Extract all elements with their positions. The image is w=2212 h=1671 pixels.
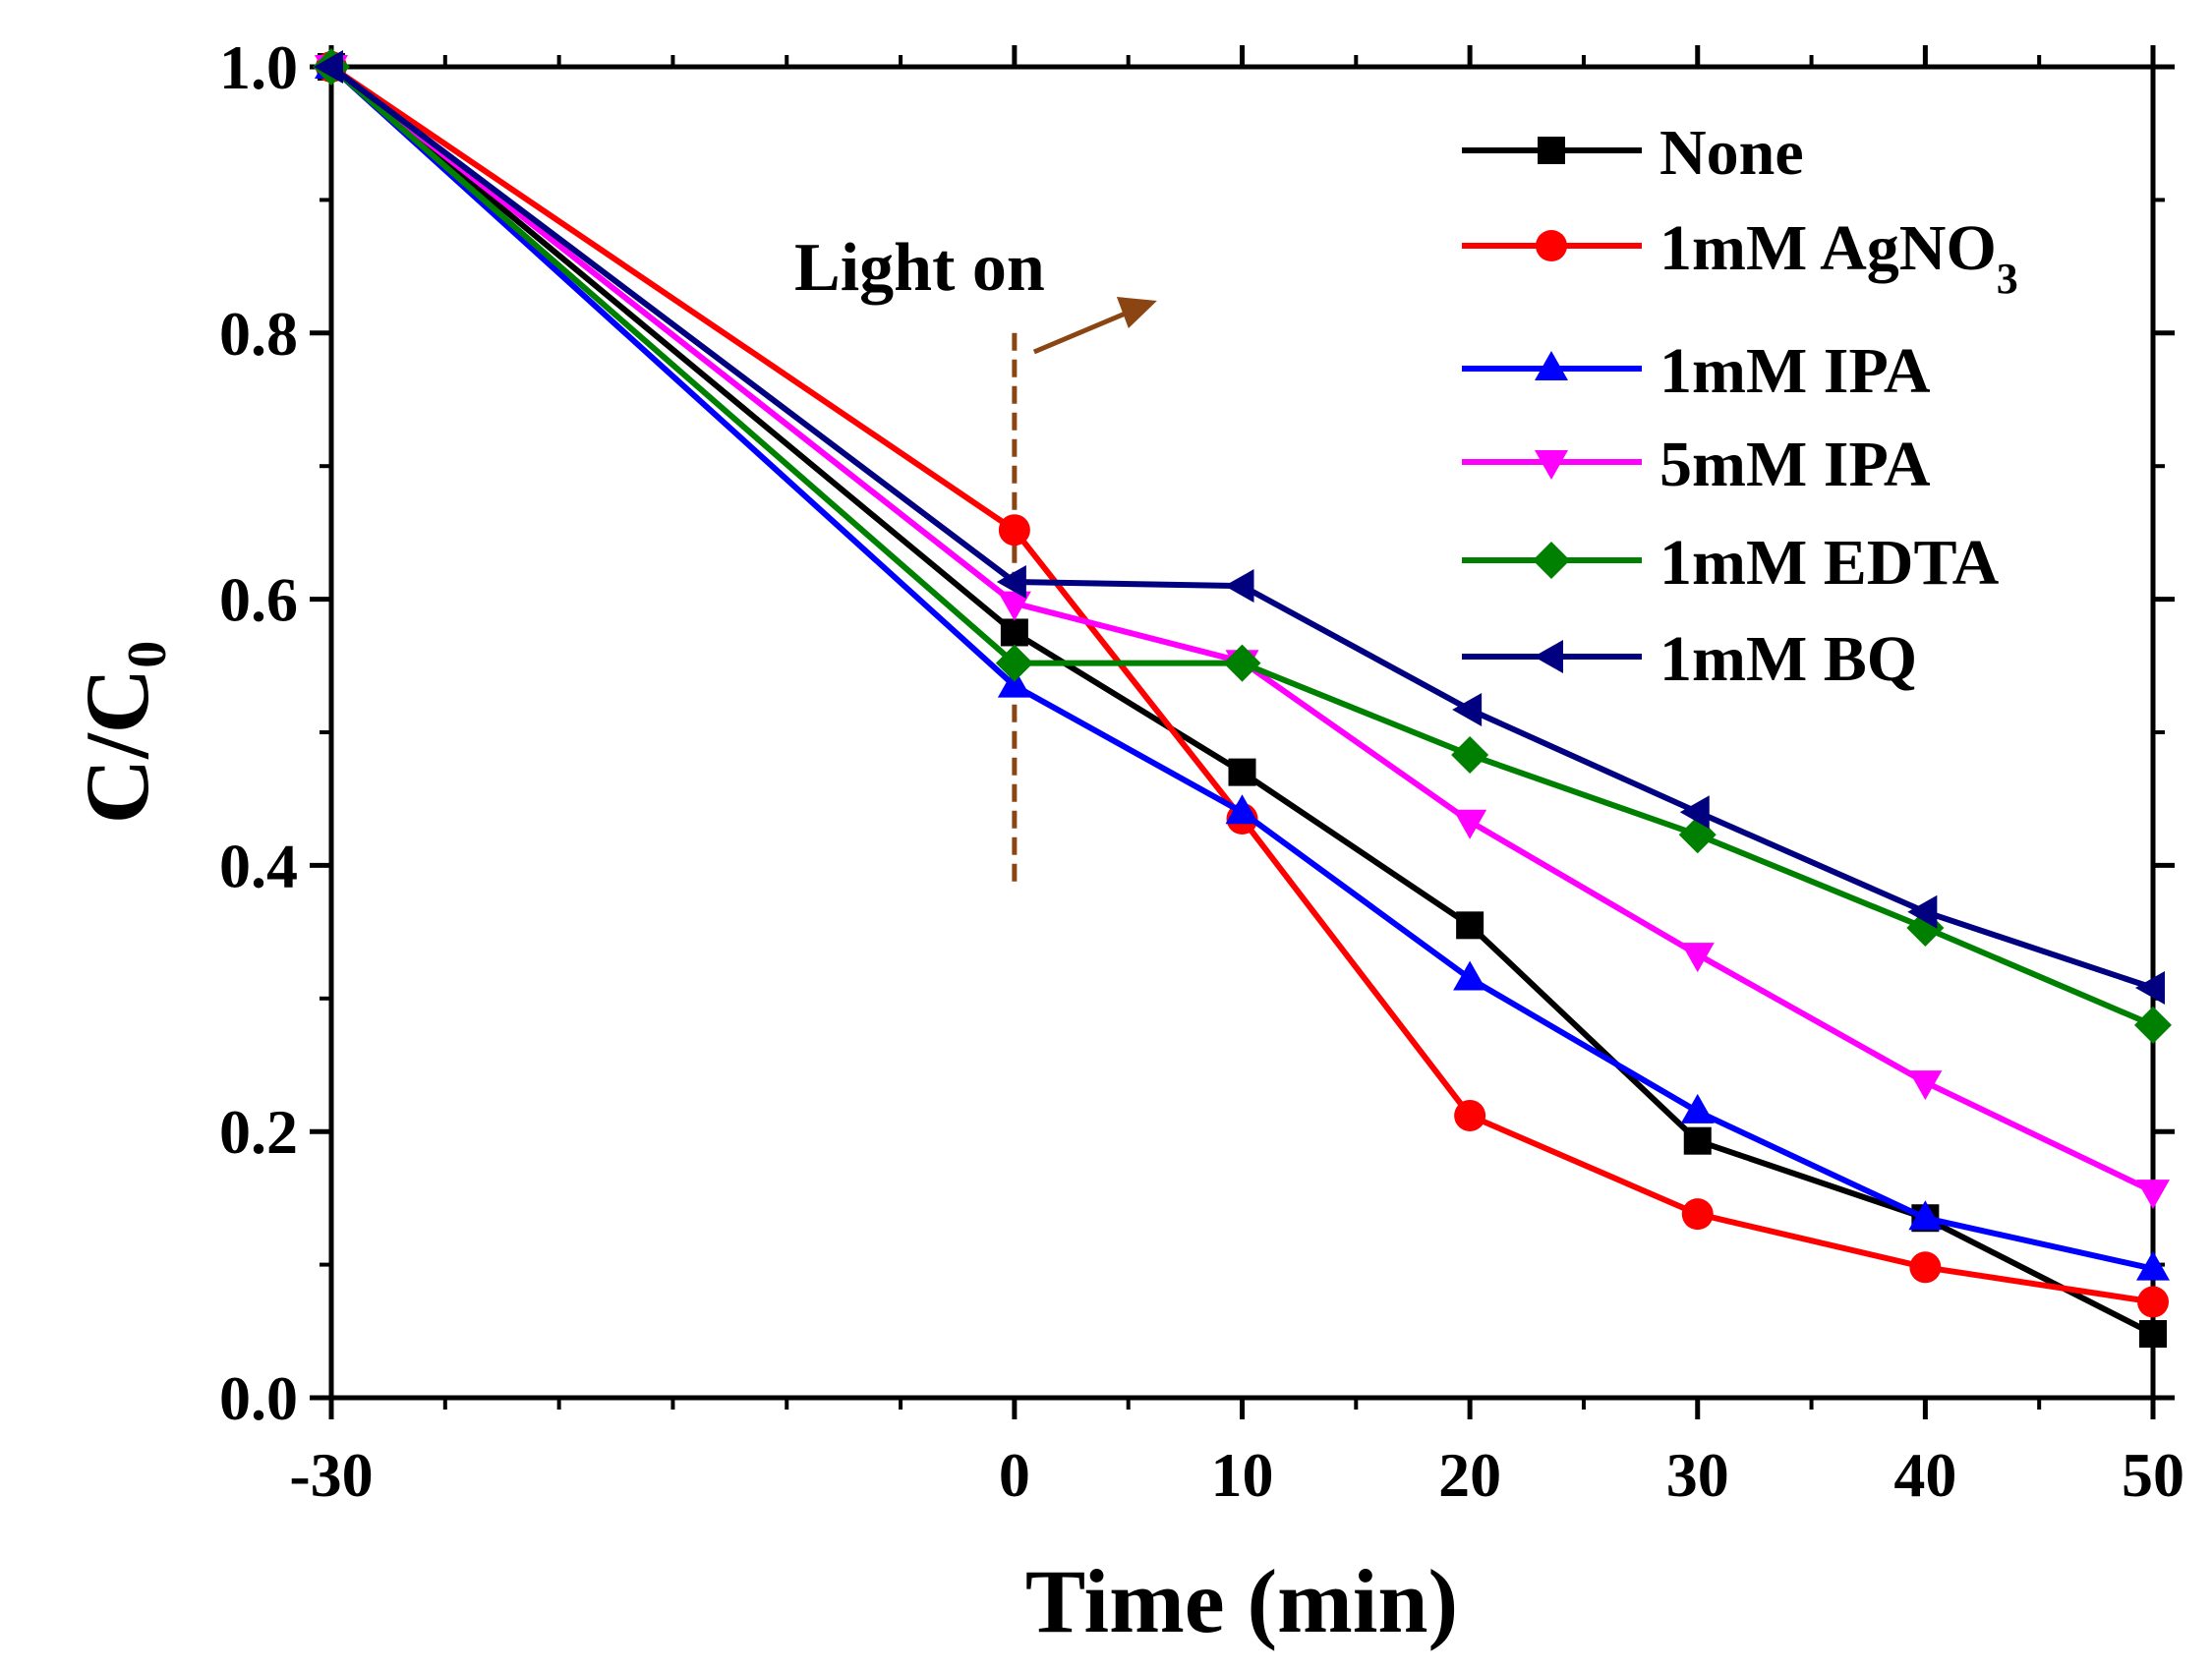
data-point: [998, 514, 1030, 547]
data-point: [1680, 943, 1715, 973]
x-tick-label: 0: [999, 1440, 1030, 1510]
light-on-annotation: Light on: [794, 230, 1157, 886]
data-point: [1452, 692, 1483, 726]
y-tick-label: 1.0: [219, 32, 298, 102]
data-point: [1456, 911, 1484, 940]
y-tick-label: 0.2: [219, 1097, 298, 1167]
legend-label: 1mM EDTA: [1659, 527, 2000, 599]
legend-marker: [1535, 450, 1568, 480]
legend-item: 1mM AgNO3: [1462, 212, 2018, 303]
data-point: [1453, 809, 1487, 839]
y-axis-title-main: C/C: [67, 668, 167, 824]
legend-label-main: 5mM IPA: [1659, 429, 1931, 500]
data-point: [2136, 1180, 2170, 1210]
legend-item: 5mM IPA: [1462, 429, 1931, 500]
x-tick-label: -30: [289, 1440, 373, 1510]
y-tick-label: 0.0: [219, 1363, 298, 1433]
legend-label-main: 1mM BQ: [1659, 623, 1917, 695]
y-tick-label: 0.6: [219, 565, 298, 635]
x-axis-ticks: -30 0 10 20 30 40 50: [289, 45, 2184, 1510]
data-point: [1908, 1200, 1943, 1231]
series-4: [313, 48, 2172, 1044]
series-layer: [313, 48, 2172, 1349]
data-point: [2137, 1286, 2169, 1318]
y-tick-label: 0.8: [219, 299, 298, 369]
legend-item: 1mM EDTA: [1462, 527, 2000, 599]
data-point: [1451, 736, 1489, 775]
data-point: [997, 667, 1031, 698]
light-on-label: Light on: [794, 230, 1045, 306]
data-point: [1454, 1099, 1486, 1131]
legend-marker: [1533, 542, 1570, 579]
y-axis-title-sub: 0: [117, 641, 178, 668]
legend-item: 1mM IPA: [1462, 335, 1931, 407]
plot-area: [328, 64, 2156, 1401]
data-point: [995, 644, 1033, 682]
data-point: [2139, 1320, 2167, 1349]
light-on-arrow-shaft: [1032, 310, 1129, 355]
data-point: [1681, 1198, 1714, 1231]
legend-label: 1mM AgNO3: [1659, 212, 2018, 303]
x-axis-title: Time (min): [1025, 1551, 1458, 1651]
legend-marker: [1538, 137, 1565, 164]
legend-label: None: [1659, 117, 1804, 189]
data-point: [1000, 618, 1028, 647]
y-axis-ticks: 0.0 0.2 0.4 0.6 0.8 1.0: [219, 32, 2175, 1433]
legend: None 1mM AgNO3 1mM IPA 5mM IPA 1mM EDTA 1mM B…: [1462, 117, 2018, 695]
y-tick-label: 0.4: [219, 831, 298, 900]
data-point: [2136, 1250, 2170, 1281]
legend-marker: [1534, 640, 1563, 673]
series-5: [314, 50, 2165, 1005]
data-point: [2135, 970, 2165, 1005]
legend-label: 1mM IPA: [1659, 335, 1931, 407]
data-point: [1909, 1251, 1942, 1284]
data-point: [1453, 960, 1487, 991]
x-tick-label: 20: [1438, 1440, 1501, 1510]
legend-label-main: None: [1659, 117, 1804, 189]
legend-marker: [1535, 351, 1568, 380]
data-point: [1908, 1070, 1943, 1101]
data-point: [1228, 758, 1256, 786]
legend-label-main: 1mM EDTA: [1659, 527, 2000, 599]
legend-label-main: 1mM AgNO: [1659, 212, 1997, 284]
data-point: [1907, 894, 1938, 929]
data-point: [1224, 569, 1254, 604]
legend-item: 1mM BQ: [1462, 623, 1917, 695]
light-on-arrow-head: [1116, 297, 1157, 328]
data-point: [1683, 1126, 1712, 1155]
legend-label: 1mM BQ: [1659, 623, 1917, 695]
legend-item: None: [1462, 117, 1804, 189]
data-point: [314, 50, 343, 84]
data-point: [1223, 644, 1261, 682]
data-point: [997, 591, 1031, 621]
data-point: [1679, 795, 1710, 830]
y-axis-title: C/C0: [67, 641, 178, 824]
legend-marker: [1536, 230, 1567, 261]
x-tick-label: 10: [1211, 1440, 1274, 1510]
data-point: [1680, 1093, 1715, 1124]
legend-label-main: 1mM IPA: [1659, 335, 1931, 407]
x-tick-label: 50: [2122, 1440, 2184, 1510]
legend-label-sub: 3: [1997, 255, 2018, 303]
legend-label: 5mM IPA: [1659, 429, 1931, 500]
data-point: [1225, 794, 1259, 825]
x-tick-label: 40: [1893, 1440, 1956, 1510]
data-point: [996, 564, 1026, 599]
x-tick-label: 30: [1666, 1440, 1729, 1510]
data-point: [2134, 1006, 2172, 1044]
